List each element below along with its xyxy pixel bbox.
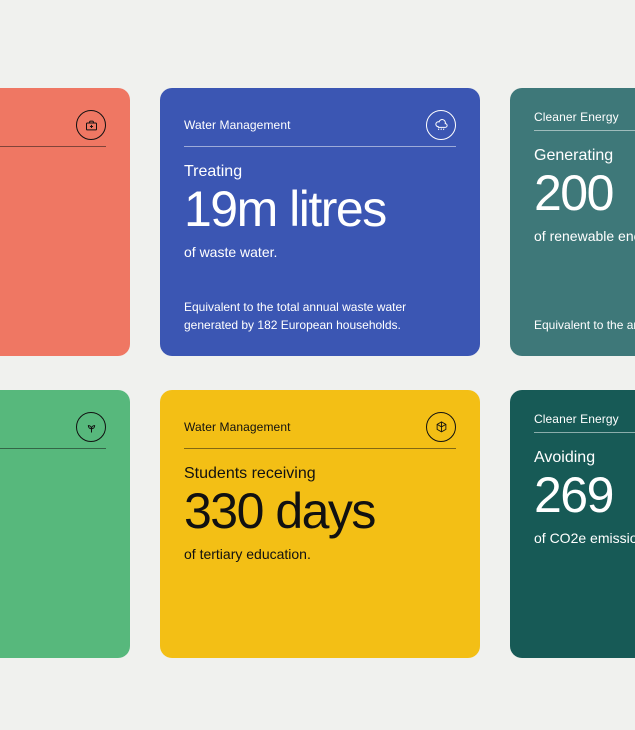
card-posttext: of renewable ene <box>534 228 635 244</box>
card-category: Water Management <box>184 420 291 434</box>
card-headline: 269 <box>534 469 635 522</box>
stat-card: Cleaner Energy Generating 200 of renewable … <box>510 88 635 356</box>
card-footnote: uced by 80 ving £7.5k in <box>0 619 106 636</box>
card-posttext: of tertiary education. <box>184 546 456 562</box>
card-divider <box>0 448 106 449</box>
card-pretext: Treating <box>184 163 456 181</box>
stat-card: Water Management Treating 19m litres of was… <box>160 88 480 356</box>
card-header <box>0 412 106 442</box>
card-headline: 19m litres <box>184 183 456 236</box>
card-divider <box>184 448 456 449</box>
card-pretext: Generating <box>534 147 635 165</box>
card-divider <box>0 146 106 147</box>
card-headline: 200 <box>534 167 635 220</box>
rain-cloud-icon <box>426 110 456 140</box>
card-posttext: of waste water. <box>184 244 456 260</box>
card-footnote: utive care and more <box>0 317 106 334</box>
card-footnote: Equivalent to the annual households. <box>534 317 635 334</box>
card-divider <box>184 146 456 147</box>
stat-card: s uced by 80 ving £7.5k in <box>0 390 130 658</box>
card-posttext: t <box>0 224 106 240</box>
card-category: Cleaner Energy <box>534 110 619 124</box>
card-headline: eople <box>0 163 106 216</box>
stat-card: Water Management Students receiving 330 da… <box>160 390 480 658</box>
card-divider <box>534 130 635 131</box>
card-header: Cleaner Energy <box>534 412 635 426</box>
card-header: Water Management <box>184 412 456 442</box>
card-pretext: Students receiving <box>184 465 456 483</box>
card-category: Cleaner Energy <box>534 412 619 426</box>
card-header: Water Management <box>184 110 456 140</box>
card-divider <box>534 432 635 433</box>
card-header <box>0 110 106 140</box>
card-header: Cleaner Energy <box>534 110 635 124</box>
card-headline: 330 days <box>184 485 456 538</box>
card-category: Water Management <box>184 118 291 132</box>
cube-icon <box>426 412 456 442</box>
stat-card: eople t utive care and more <box>0 88 130 356</box>
briefcase-medical-icon <box>76 110 106 140</box>
sprout-icon <box>76 412 106 442</box>
card-headline: s <box>0 465 106 518</box>
card-posttext: of CO2e emissio <box>534 530 635 546</box>
stat-card: Cleaner Energy Avoiding 269 of CO2e emissio <box>510 390 635 658</box>
card-footnote: Equivalent to the total annual waste wat… <box>184 299 456 334</box>
card-pretext: Avoiding <box>534 449 635 467</box>
